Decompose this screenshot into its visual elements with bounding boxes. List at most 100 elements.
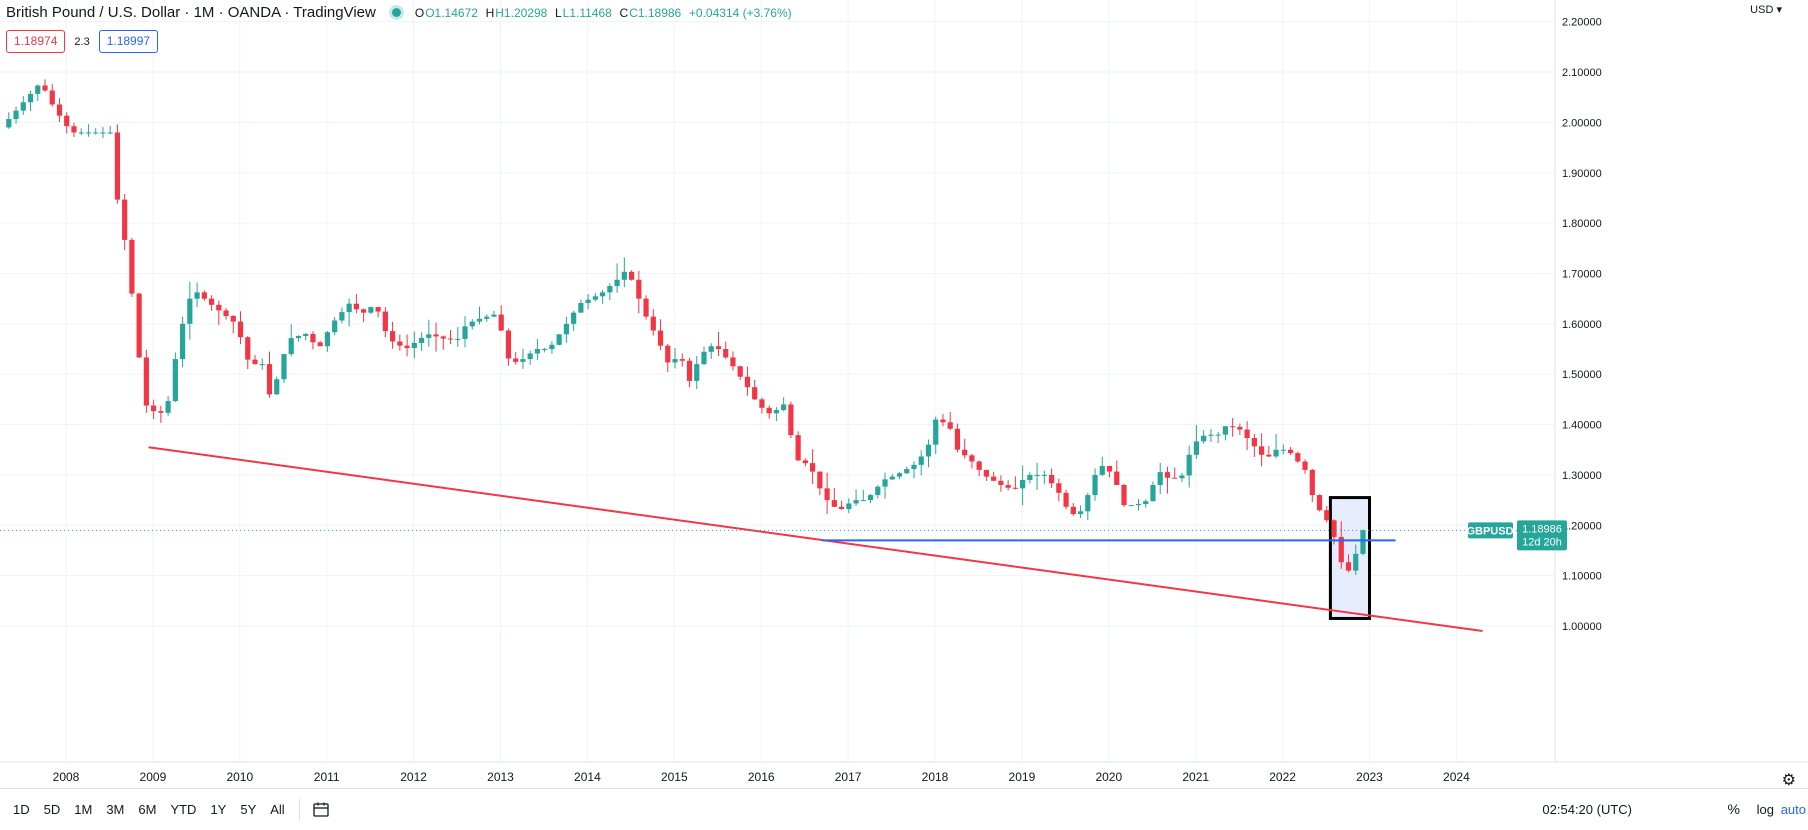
y-tick-label: 1.40000 bbox=[1562, 420, 1602, 432]
symbol-title[interactable]: British Pound / U.S. Dollar · 1M · OANDA… bbox=[6, 4, 376, 21]
candle-down bbox=[114, 132, 121, 200]
y-tick-label: 1.10000 bbox=[1562, 571, 1602, 583]
candle-down bbox=[64, 115, 70, 127]
range-1m[interactable]: 1M bbox=[74, 802, 93, 817]
candle-down bbox=[947, 422, 953, 429]
candle-up bbox=[288, 338, 294, 355]
candle-up bbox=[324, 332, 331, 347]
candle-down bbox=[1266, 454, 1272, 457]
candle-up bbox=[1150, 484, 1156, 502]
candle-up bbox=[1222, 426, 1228, 435]
candle-up bbox=[846, 503, 852, 510]
candle-down bbox=[158, 411, 164, 413]
live-dot-icon bbox=[391, 8, 401, 17]
candle-up bbox=[426, 334, 432, 338]
candle-down bbox=[498, 314, 504, 331]
range-all[interactable]: All bbox=[270, 802, 285, 817]
gear-icon[interactable]: ⚙ bbox=[1781, 772, 1796, 789]
candle-up bbox=[1135, 504, 1142, 506]
candle-down bbox=[1309, 469, 1315, 496]
candle-up bbox=[1208, 434, 1214, 436]
calendar-range-icon[interactable] bbox=[312, 802, 330, 818]
candle-down bbox=[744, 376, 751, 388]
sell-button[interactable]: 1.18974 bbox=[6, 30, 66, 53]
y-tick-label: 1.60000 bbox=[1562, 319, 1602, 331]
candle-up bbox=[882, 479, 888, 487]
candle-down bbox=[447, 338, 454, 340]
candle-up bbox=[542, 349, 548, 351]
candle-down bbox=[404, 345, 410, 349]
candle-down bbox=[266, 364, 273, 395]
candle-up bbox=[1041, 474, 1047, 476]
percent-scale-toggle[interactable]: % bbox=[1727, 801, 1740, 817]
candle-up bbox=[527, 353, 533, 360]
buy-button[interactable]: 1.18997 bbox=[98, 30, 159, 53]
log-scale-toggle[interactable]: log bbox=[1756, 802, 1774, 817]
candle-up bbox=[1273, 449, 1279, 457]
auto-scale-toggle[interactable]: auto bbox=[1780, 802, 1806, 817]
candle-up bbox=[889, 476, 895, 480]
candle-up bbox=[592, 296, 598, 300]
candle-up bbox=[172, 359, 178, 402]
candle-down bbox=[201, 292, 207, 299]
candle-down bbox=[1251, 437, 1257, 447]
candle-up bbox=[346, 303, 352, 313]
candle-down bbox=[1316, 495, 1323, 511]
candle-down bbox=[1114, 471, 1120, 485]
candle-up bbox=[295, 336, 302, 339]
spread-value: 2.3 bbox=[74, 35, 90, 48]
range-ytd[interactable]: YTD bbox=[170, 802, 197, 817]
range-1d[interactable]: 1D bbox=[13, 802, 30, 817]
candle-down bbox=[317, 342, 323, 347]
candle-down bbox=[628, 271, 635, 280]
candle-down bbox=[1331, 520, 1337, 538]
candle-down bbox=[1295, 453, 1301, 462]
candle-down bbox=[1063, 492, 1069, 507]
x-tick-label: 2010 bbox=[226, 770, 253, 784]
candle-up bbox=[368, 307, 374, 313]
range-5d[interactable]: 5D bbox=[43, 802, 61, 817]
candle-down bbox=[665, 345, 671, 363]
utc-clock[interactable]: 02:54:20 (UTC) bbox=[1542, 802, 1632, 817]
candle-down bbox=[440, 336, 446, 339]
range-3m[interactable]: 3M bbox=[106, 802, 125, 817]
candle-up bbox=[476, 318, 483, 322]
range-5y[interactable]: 5Y bbox=[240, 802, 257, 817]
candle-down bbox=[136, 293, 142, 358]
candle-down bbox=[433, 334, 439, 337]
candle-down bbox=[1345, 562, 1352, 571]
range-1y[interactable]: 1Y bbox=[210, 802, 227, 817]
range-6m[interactable]: 6M bbox=[138, 802, 157, 817]
candle-up bbox=[78, 132, 84, 134]
close-value: C1.18986 bbox=[629, 5, 682, 20]
candle-down bbox=[730, 357, 736, 367]
candle-up bbox=[614, 279, 620, 287]
candle-down bbox=[1172, 477, 1178, 479]
candle-up bbox=[571, 312, 577, 324]
candle-up bbox=[1193, 441, 1200, 455]
candle-up bbox=[469, 321, 475, 327]
candle-down bbox=[1324, 510, 1330, 521]
candle-up bbox=[933, 419, 939, 445]
price-chart[interactable]: 1.00000 1.10000 1.20000 1.30000 1.40000 1.500… bbox=[0, 0, 1808, 788]
candle-down bbox=[810, 463, 816, 472]
candle-down bbox=[382, 311, 388, 332]
candle-down bbox=[831, 500, 837, 507]
candle-up bbox=[773, 410, 780, 414]
candle-down bbox=[752, 387, 758, 400]
candle-down bbox=[361, 309, 367, 313]
chart-header: British Pound / U.S. Dollar · 1M · OANDA… bbox=[6, 4, 793, 21]
candle-up bbox=[672, 359, 678, 363]
candle-up bbox=[925, 444, 932, 457]
price-badge-value: 1.18986 bbox=[1522, 523, 1562, 535]
candle-up bbox=[1179, 475, 1185, 479]
candle-up bbox=[1099, 465, 1105, 475]
candle-up bbox=[585, 299, 591, 304]
candle-up bbox=[1020, 479, 1026, 489]
candle-down bbox=[49, 90, 55, 105]
candle-up bbox=[860, 500, 866, 502]
currency-dropdown[interactable]: USD ▾ bbox=[1750, 3, 1782, 16]
candle-down bbox=[650, 316, 656, 331]
candle-up bbox=[578, 303, 584, 313]
candle-up bbox=[875, 486, 881, 496]
